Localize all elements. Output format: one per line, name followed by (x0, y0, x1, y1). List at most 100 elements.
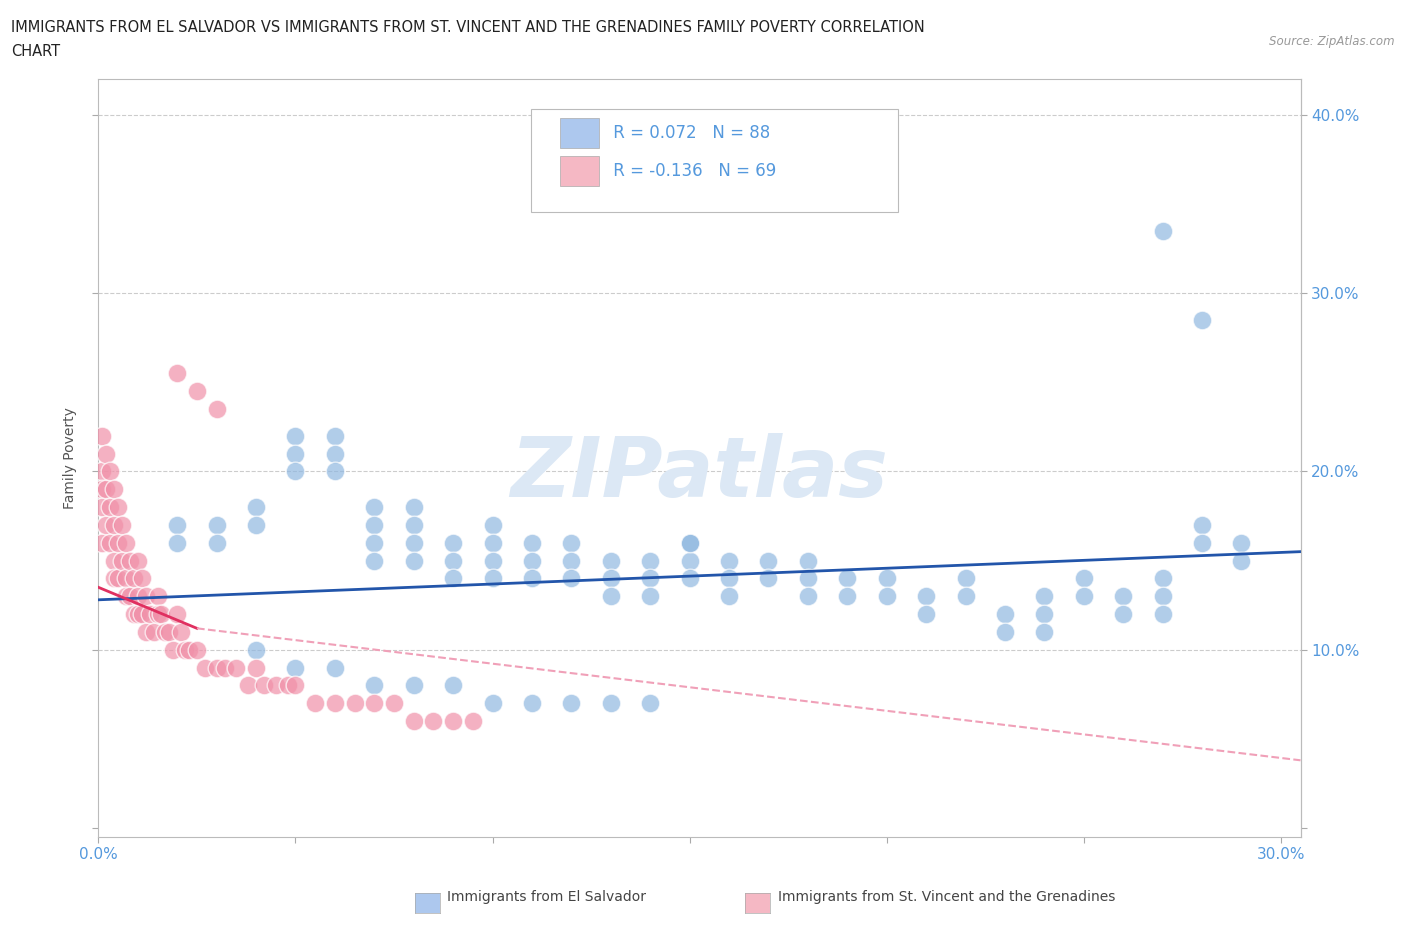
Point (103, 482, 125, 497)
Point (245, 660, 267, 675)
Point (638, 553, 661, 568)
Point (127, 606, 149, 621)
Point (520, 536, 543, 551)
Point (560, 536, 582, 551)
Point (955, 589, 977, 604)
Point (363, 499, 385, 514)
Point (245, 517, 267, 532)
Text: Source: ZipAtlas.com: Source: ZipAtlas.com (1270, 35, 1395, 48)
Point (402, 713, 425, 728)
Point (599, 696, 621, 711)
Text: Immigrants from St. Vincent and the Grenadines: Immigrants from St. Vincent and the Gren… (778, 890, 1115, 904)
Point (284, 446, 307, 461)
Point (205, 660, 228, 675)
Point (1191, 312, 1213, 327)
Text: CHART: CHART (11, 44, 60, 59)
Point (103, 571, 125, 586)
Point (797, 589, 820, 604)
Point (103, 517, 125, 532)
Point (150, 606, 173, 621)
Point (194, 660, 217, 675)
Point (157, 624, 180, 639)
Point (343, 696, 366, 711)
Point (284, 429, 307, 444)
Text: IMMIGRANTS FROM EL SALVADOR VS IMMIGRANTS FROM ST. VINCENT AND THE GRENADINES FA: IMMIGRANTS FROM EL SALVADOR VS IMMIGRANT… (11, 20, 925, 35)
Point (678, 571, 700, 586)
Point (1073, 571, 1095, 586)
Point (481, 571, 503, 586)
Point (264, 678, 287, 693)
Point (797, 553, 820, 568)
Point (915, 606, 938, 621)
Point (115, 589, 138, 604)
Point (91, 536, 114, 551)
Point (304, 696, 326, 711)
Point (323, 660, 346, 675)
Point (837, 571, 859, 586)
Point (162, 643, 184, 658)
Point (323, 464, 346, 479)
Point (402, 678, 425, 693)
Point (955, 571, 977, 586)
Point (186, 643, 208, 658)
Point (837, 589, 859, 604)
Point (994, 624, 1017, 639)
Point (1230, 536, 1253, 551)
Point (915, 589, 938, 604)
Point (441, 713, 464, 728)
Point (91, 499, 114, 514)
Point (441, 553, 464, 568)
Point (115, 536, 138, 551)
Point (122, 571, 145, 586)
Point (363, 678, 385, 693)
Point (253, 678, 276, 693)
Point (1152, 589, 1174, 604)
Point (599, 589, 621, 604)
Point (638, 571, 661, 586)
Point (238, 678, 260, 693)
Point (1112, 606, 1135, 621)
Text: R = -0.136   N = 69: R = -0.136 N = 69 (609, 162, 776, 179)
Point (1112, 589, 1135, 604)
FancyBboxPatch shape (560, 155, 599, 186)
Point (142, 624, 165, 639)
Point (127, 553, 149, 568)
Point (461, 713, 484, 728)
Point (131, 606, 153, 621)
Point (118, 589, 141, 604)
Point (718, 571, 741, 586)
Point (284, 464, 307, 479)
Point (402, 499, 425, 514)
Point (994, 606, 1017, 621)
Point (1191, 536, 1213, 551)
Point (1191, 517, 1213, 532)
Point (96, 446, 118, 461)
Point (98, 464, 121, 479)
Point (422, 713, 444, 728)
Point (107, 536, 129, 551)
Point (560, 553, 582, 568)
Point (1073, 589, 1095, 604)
Point (520, 571, 543, 586)
Point (1152, 606, 1174, 621)
Point (363, 517, 385, 532)
Point (638, 589, 661, 604)
Text: ZIPatlas: ZIPatlas (510, 432, 889, 513)
Point (131, 571, 153, 586)
Point (1033, 589, 1056, 604)
Point (441, 678, 464, 693)
Point (1230, 553, 1253, 568)
Point (138, 606, 160, 621)
Point (323, 429, 346, 444)
Point (481, 553, 503, 568)
Point (363, 696, 385, 711)
Point (441, 536, 464, 551)
Point (599, 553, 621, 568)
Text: R = 0.072   N = 88: R = 0.072 N = 88 (609, 124, 770, 142)
Text: Immigrants from El Salvador: Immigrants from El Salvador (447, 890, 647, 904)
Point (678, 536, 700, 551)
Point (758, 553, 780, 568)
Point (481, 536, 503, 551)
Point (174, 643, 197, 658)
Point (205, 402, 228, 417)
